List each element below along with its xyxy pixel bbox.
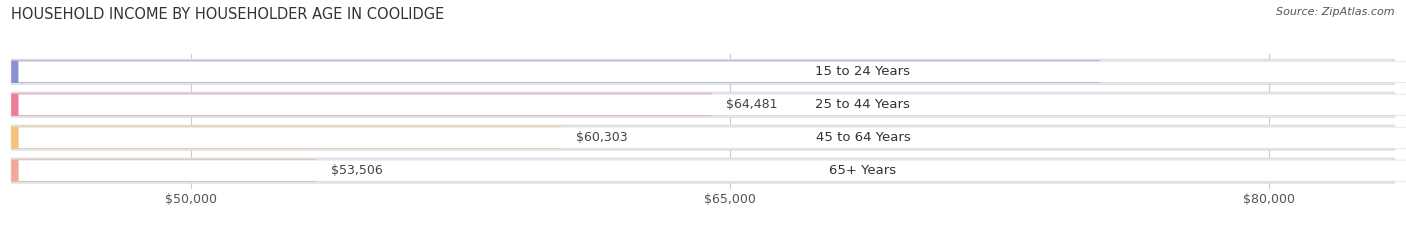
FancyBboxPatch shape bbox=[11, 158, 1395, 183]
FancyBboxPatch shape bbox=[11, 92, 1395, 117]
Text: $64,481: $64,481 bbox=[725, 98, 778, 111]
Text: HOUSEHOLD INCOME BY HOUSEHOLDER AGE IN COOLIDGE: HOUSEHOLD INCOME BY HOUSEHOLDER AGE IN C… bbox=[11, 7, 444, 22]
FancyBboxPatch shape bbox=[11, 59, 1395, 84]
Text: $60,303: $60,303 bbox=[575, 131, 627, 144]
Text: 65+ Years: 65+ Years bbox=[830, 164, 897, 177]
FancyBboxPatch shape bbox=[11, 127, 561, 149]
FancyBboxPatch shape bbox=[18, 94, 1406, 115]
FancyBboxPatch shape bbox=[11, 61, 1101, 83]
FancyBboxPatch shape bbox=[18, 61, 1406, 82]
FancyBboxPatch shape bbox=[18, 127, 1406, 148]
Text: $75,313: $75,313 bbox=[1031, 65, 1083, 78]
Text: 25 to 44 Years: 25 to 44 Years bbox=[815, 98, 910, 111]
FancyBboxPatch shape bbox=[11, 93, 711, 116]
Text: 15 to 24 Years: 15 to 24 Years bbox=[815, 65, 911, 78]
Text: 45 to 64 Years: 45 to 64 Years bbox=[815, 131, 910, 144]
FancyBboxPatch shape bbox=[18, 160, 1406, 181]
FancyBboxPatch shape bbox=[11, 125, 1395, 150]
Text: $53,506: $53,506 bbox=[332, 164, 382, 177]
Text: Source: ZipAtlas.com: Source: ZipAtlas.com bbox=[1277, 7, 1395, 17]
FancyBboxPatch shape bbox=[11, 159, 316, 182]
